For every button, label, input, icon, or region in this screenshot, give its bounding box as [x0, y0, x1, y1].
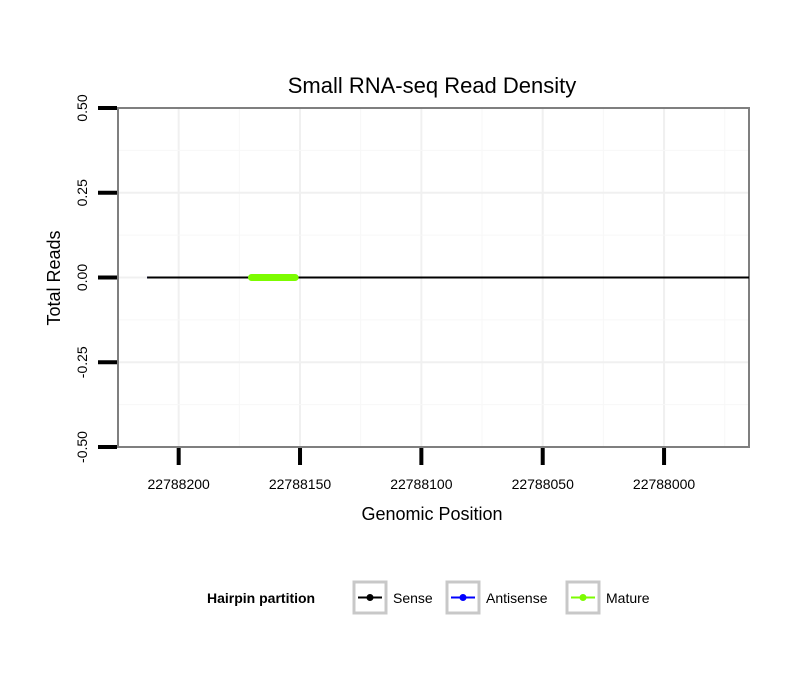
y-tick-label: 0.00 [74, 264, 90, 291]
chart-title: Small RNA-seq Read Density [288, 73, 577, 98]
legend-label: Mature [606, 590, 650, 606]
x-tick-label: 22788000 [633, 476, 696, 492]
x-axis: 22788200 22788150 22788100 22788050 22788000 [148, 448, 696, 492]
legend-item-sense: Sense [352, 580, 433, 615]
y-tick-label: 0.25 [74, 179, 90, 206]
y-tick-label: 0.50 [74, 94, 90, 121]
legend-key-point [459, 594, 467, 601]
x-tick-label: 22788100 [390, 476, 453, 492]
y-tick-label: -0.25 [74, 346, 90, 378]
legend-title: Hairpin partition [207, 590, 315, 606]
legend-label: Antisense [486, 590, 548, 606]
y-tick-label: -0.50 [74, 431, 90, 463]
legend: Hairpin partition Sense Antisense Mature [207, 580, 650, 615]
legend-key-point [366, 594, 374, 601]
legend-item-mature: Mature [565, 580, 650, 615]
legend-label: Sense [393, 590, 433, 606]
x-tick-label: 22788200 [148, 476, 211, 492]
x-tick-label: 22788050 [512, 476, 575, 492]
x-tick-label: 22788150 [269, 476, 332, 492]
legend-key-point [579, 594, 587, 601]
x-axis-title: Genomic Position [361, 504, 502, 524]
legend-item-antisense: Antisense [445, 580, 548, 615]
y-axis-title: Total Reads [44, 230, 64, 325]
y-axis: -0.50 -0.25 0.00 0.25 0.50 [74, 94, 117, 463]
